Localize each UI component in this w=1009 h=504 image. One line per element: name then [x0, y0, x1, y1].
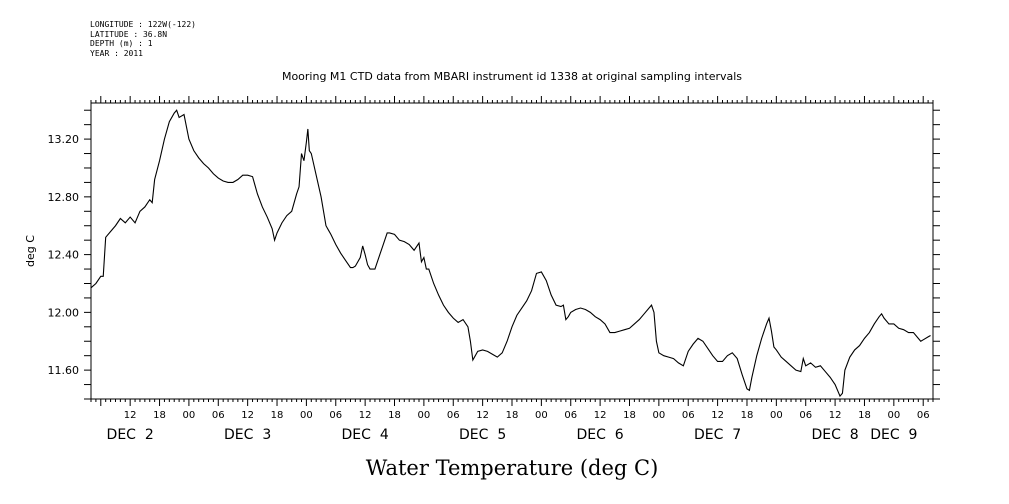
- x-tick-label: 00: [770, 410, 783, 421]
- x-tick-label: 18: [741, 410, 754, 421]
- x-day-label: DEC 8: [811, 427, 858, 443]
- x-tick-label: 06: [799, 410, 812, 421]
- y-axis-label: deg C: [24, 235, 37, 267]
- x-tick-label: 00: [535, 410, 548, 421]
- x-day-labels: DEC 2 DEC 3 DEC 4 DEC 5 DEC 6 DEC 7 DEC 8 DEC 9: [107, 427, 918, 443]
- x-tick-label: 18: [271, 410, 284, 421]
- x-tick-label: 00: [652, 410, 665, 421]
- x-tick-label: 18: [506, 410, 519, 421]
- x-tick-label: 12: [829, 410, 842, 421]
- x-day-label: DEC 9: [870, 427, 917, 443]
- x-tick-label: 00: [887, 410, 900, 421]
- x-tick-labels: 12 18 00 06 12 18 00 06 12 18 00 06 12 18 00 06 12 18 00 06…: [124, 410, 930, 421]
- plot-frame: [90, 102, 934, 400]
- x-tick-label: 12: [359, 410, 372, 421]
- y-tick-label: 12.00: [48, 306, 80, 319]
- longitude-text: LONGITUDE : 122W(-122): [90, 20, 196, 29]
- year-text: YEAR : 2011: [90, 48, 143, 58]
- series-line: [90, 109, 931, 398]
- latitude-text: LATITUDE : 36.8N: [90, 29, 168, 39]
- x-tick-label: 12: [124, 410, 137, 421]
- x-tick-label: 00: [183, 410, 196, 421]
- x-tick-label: 06: [564, 410, 577, 421]
- y-tick-label: 13.20: [48, 133, 80, 146]
- chart-title: Mooring M1 CTD data from MBARI instrumen…: [282, 70, 742, 83]
- x-tick-label: 00: [418, 410, 431, 421]
- x-day-label: DEC 3: [224, 427, 271, 443]
- x-day-label: DEC 4: [342, 427, 389, 443]
- x-tick-label: 12: [711, 410, 724, 421]
- x-tick-label: 06: [447, 410, 460, 421]
- x-day-label: DEC 2: [107, 427, 154, 443]
- x-axis-label: Water Temperature (deg C): [366, 456, 659, 480]
- x-tick-label: 06: [682, 410, 695, 421]
- x-tick-label: 12: [241, 410, 254, 421]
- y-tick-labels: 11.60 12.00 12.40 12.80 13.20: [48, 133, 80, 377]
- x-tick-label: 18: [153, 410, 166, 421]
- y-tick-label: 12.40: [48, 249, 80, 262]
- x-tick-label: 12: [476, 410, 489, 421]
- x-day-label: DEC 7: [694, 427, 741, 443]
- x-tick-label: 18: [388, 410, 401, 421]
- x-tick-label: 06: [212, 410, 225, 421]
- y-tick-label: 11.60: [48, 364, 80, 377]
- y-tick-label: 12.80: [48, 191, 80, 204]
- header-metadata: LONGITUDE : 122W(-122) LATITUDE : 36.8N …: [90, 20, 196, 58]
- x-tick-label: 06: [329, 410, 342, 421]
- x-tick-label: 18: [858, 410, 871, 421]
- x-tick-label: 00: [300, 410, 313, 421]
- depth-text: DEPTH (m) : 1: [90, 39, 153, 48]
- x-tick-label: 12: [594, 410, 607, 421]
- x-day-label: DEC 6: [577, 427, 624, 443]
- axis-ticks: [84, 96, 940, 406]
- x-tick-label: 06: [917, 410, 930, 421]
- x-day-label: DEC 5: [459, 427, 506, 443]
- x-tick-label: 18: [623, 410, 636, 421]
